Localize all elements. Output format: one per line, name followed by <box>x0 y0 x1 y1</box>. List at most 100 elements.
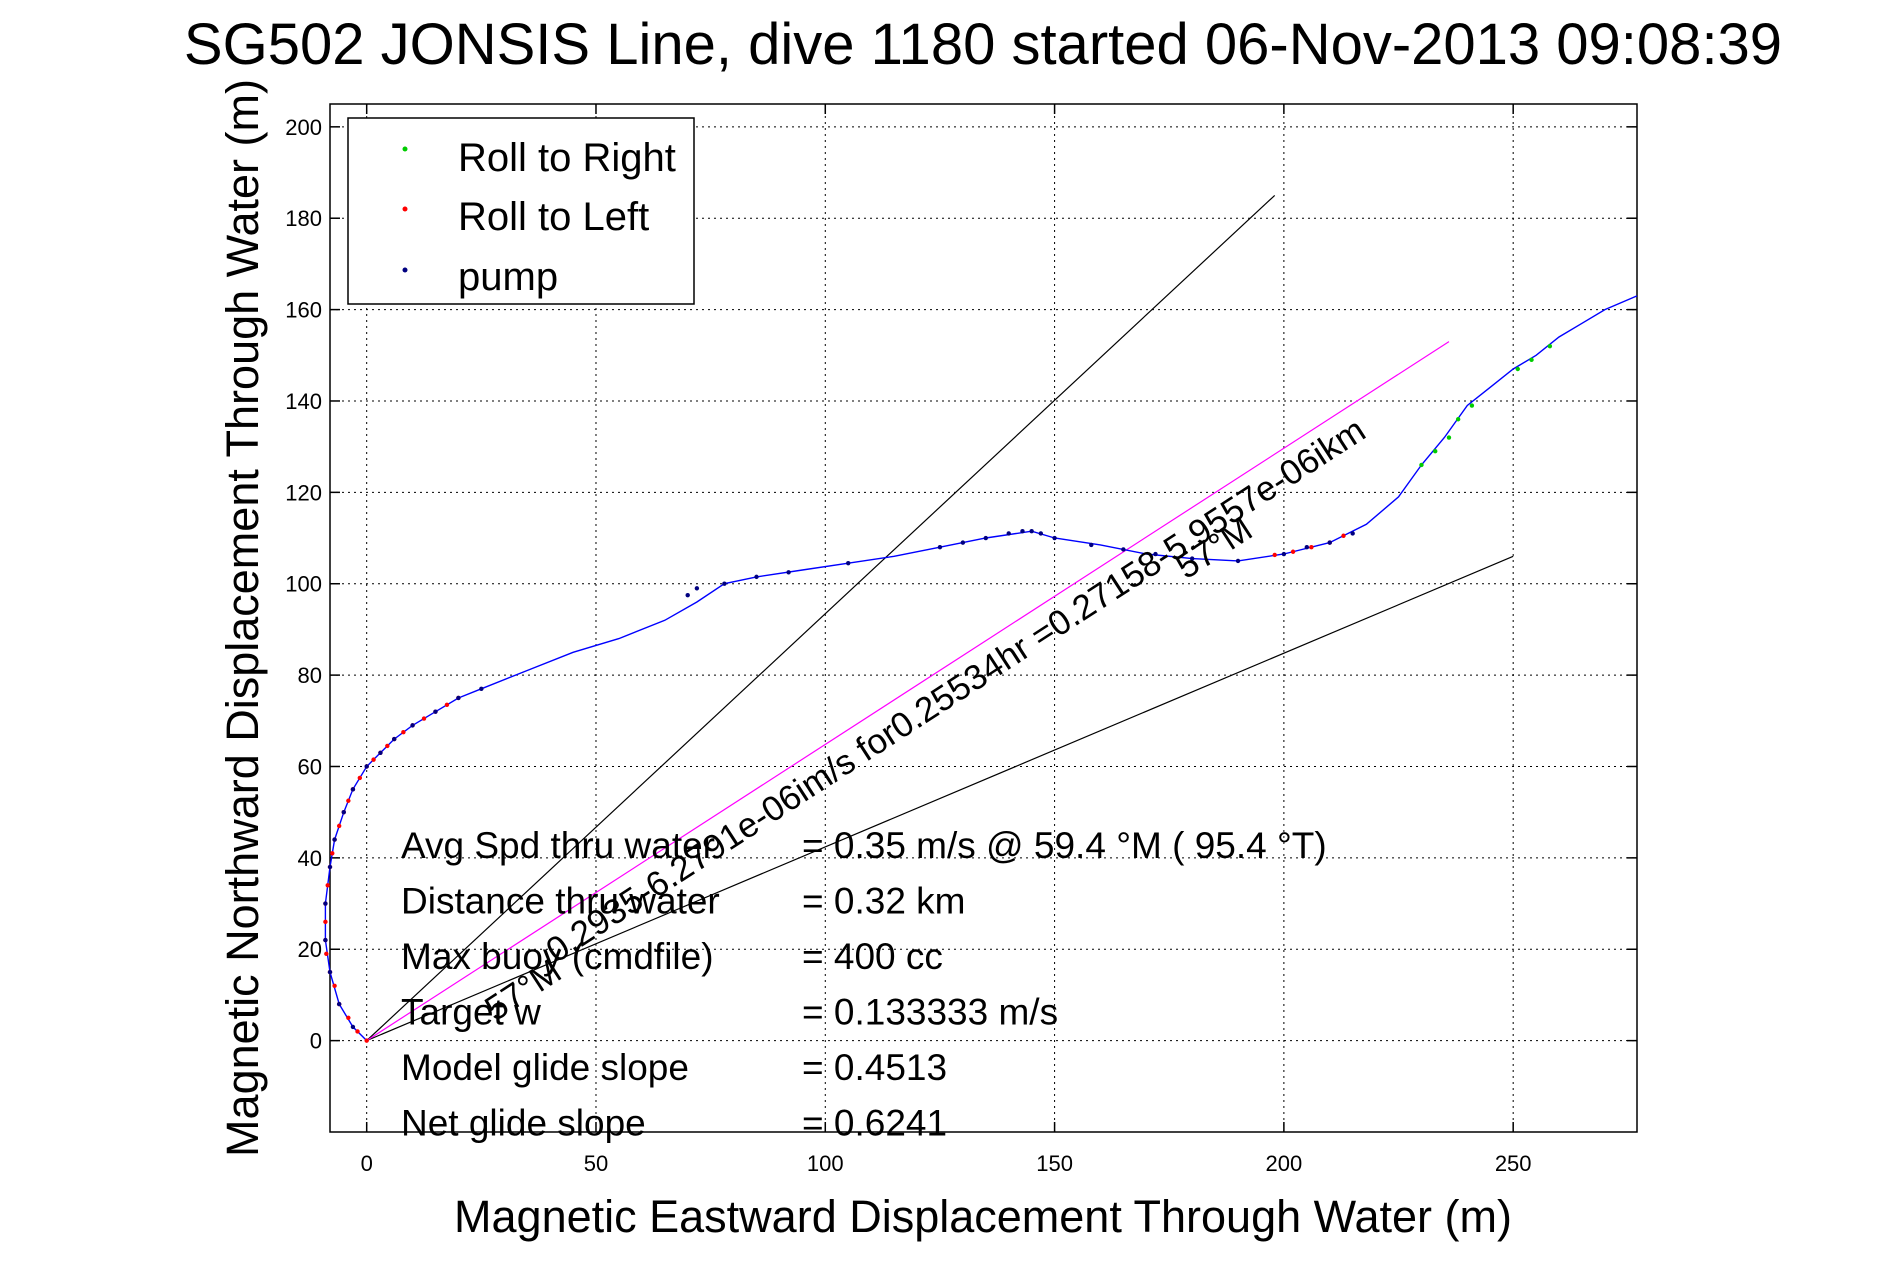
pump-point <box>685 592 690 598</box>
roll-right-point <box>1446 435 1452 440</box>
pump-point <box>1006 531 1011 536</box>
y-tick-label: 60 <box>298 754 322 779</box>
pump-point <box>1089 542 1094 548</box>
y-tick-label: 140 <box>285 389 322 414</box>
pump-point <box>1038 531 1044 536</box>
pump-point <box>846 560 851 566</box>
roll-left-point <box>385 743 390 749</box>
roll-left-point <box>1341 533 1346 538</box>
reference-lines <box>366 194 1514 1042</box>
axis-ticks: 0 50 100 150 200 250 0 20 40 60 80 100 120 140 160 180 2… <box>285 104 1637 1176</box>
y-tick-label: 0 <box>310 1029 322 1054</box>
pump-point <box>786 570 791 575</box>
pump-point <box>937 544 943 550</box>
pump-point <box>327 969 333 975</box>
pump-point <box>327 864 333 870</box>
x-axis-label: Magnetic Eastward Displacement Through W… <box>454 1191 1512 1242</box>
pump-point <box>1153 551 1158 557</box>
roll-left-point <box>357 775 363 781</box>
roll-left-point <box>346 1015 351 1020</box>
roll-left-point <box>364 1038 369 1043</box>
roll-left-point <box>1290 549 1296 554</box>
y-tick-label: 100 <box>285 572 322 597</box>
pump-point <box>754 574 759 580</box>
pump-point <box>1304 544 1310 550</box>
roll-left-point <box>1272 552 1277 558</box>
pump-point <box>1052 535 1057 541</box>
pump-point <box>479 686 484 692</box>
stat-value: = 0.133333 m/s <box>802 992 1058 1033</box>
stat-label: Net glide slope <box>401 1103 646 1144</box>
stat-value: = 0.6241 <box>802 1103 947 1144</box>
legend-marker-roll-left <box>402 206 408 212</box>
pump-point <box>1020 528 1025 534</box>
roll-left-point <box>1309 544 1314 550</box>
y-tick-label: 40 <box>298 846 322 871</box>
pump-point <box>960 540 966 545</box>
pump-point <box>364 764 369 769</box>
roll-left-point <box>336 823 342 829</box>
y-tick-label: 180 <box>285 206 322 231</box>
pump-point <box>378 750 383 755</box>
roll-right-point <box>1433 449 1438 454</box>
y-tick-label: 120 <box>285 480 322 505</box>
y-tick-label: 160 <box>285 298 322 323</box>
stat-label: Max buoy (cmdfile) <box>401 936 714 977</box>
legend-marker-pump <box>402 267 408 273</box>
roll-left-point <box>421 716 427 721</box>
roll-left-point <box>324 951 329 957</box>
pump-point <box>350 1024 356 1030</box>
roll-left-point <box>323 919 328 925</box>
pump-point <box>694 586 700 591</box>
roll-left-point <box>332 983 337 988</box>
pump-point <box>336 1001 342 1007</box>
pump-point <box>983 535 988 541</box>
legend-label-roll-right: Roll to Right <box>458 136 676 180</box>
roll-right-point <box>1515 366 1520 372</box>
x-tick-label: 50 <box>584 1151 608 1176</box>
dive-statistics: Avg Spd thru water = 0.35 m/s @ 59.4 °M (… <box>401 825 1327 1144</box>
y-axis-label: Magnetic Northward Displacement Through … <box>217 79 268 1157</box>
y-tick-label: 200 <box>285 115 322 140</box>
roll-left-point <box>346 798 351 803</box>
stat-value: = 400 cc <box>802 936 943 977</box>
roll-right-point <box>1529 357 1534 363</box>
pump-point <box>410 723 415 728</box>
legend-label-pump: pump <box>458 255 558 299</box>
reference-line <box>366 341 1450 1042</box>
pump-point <box>1235 558 1241 564</box>
pump-point <box>323 901 328 906</box>
roll-right-point <box>1547 343 1553 349</box>
stat-label: Distance thru water <box>401 881 720 922</box>
pump-point <box>1327 540 1332 545</box>
pump-point <box>722 581 727 586</box>
pump-point <box>456 695 461 701</box>
roll-left-point <box>401 730 406 735</box>
stat-value: = 0.35 m/s @ 59.4 °M ( 95.4 °T) <box>802 825 1327 866</box>
stat-label: Model glide slope <box>401 1047 689 1088</box>
reference-line <box>366 194 1276 1042</box>
reference-line <box>366 555 1514 1042</box>
stat-label: Avg Spd thru water <box>401 825 715 866</box>
x-tick-label: 250 <box>1495 1151 1532 1176</box>
x-tick-label: 150 <box>1036 1151 1073 1176</box>
roll-left-point <box>444 702 450 708</box>
legend-marker-roll-right <box>402 146 408 152</box>
legend-label-roll-left: Roll to Left <box>458 195 649 239</box>
x-tick-label: 200 <box>1266 1151 1303 1176</box>
pump-point <box>1029 528 1034 534</box>
pump-point <box>341 809 346 815</box>
y-tick-label: 80 <box>298 663 322 688</box>
pump-point <box>1281 551 1287 557</box>
y-tick-label: 20 <box>298 937 322 962</box>
roll-left-point <box>325 883 330 888</box>
stat-label: Target w <box>401 992 541 1033</box>
pump-point <box>1350 531 1355 536</box>
pump-point <box>1121 547 1126 552</box>
track-markers <box>323 343 1553 1043</box>
roll-left-point <box>355 1029 360 1034</box>
legend: Roll to Right Roll to Left pump <box>347 117 695 305</box>
pump-point <box>433 709 438 714</box>
stat-value: = 0.32 km <box>802 881 966 922</box>
